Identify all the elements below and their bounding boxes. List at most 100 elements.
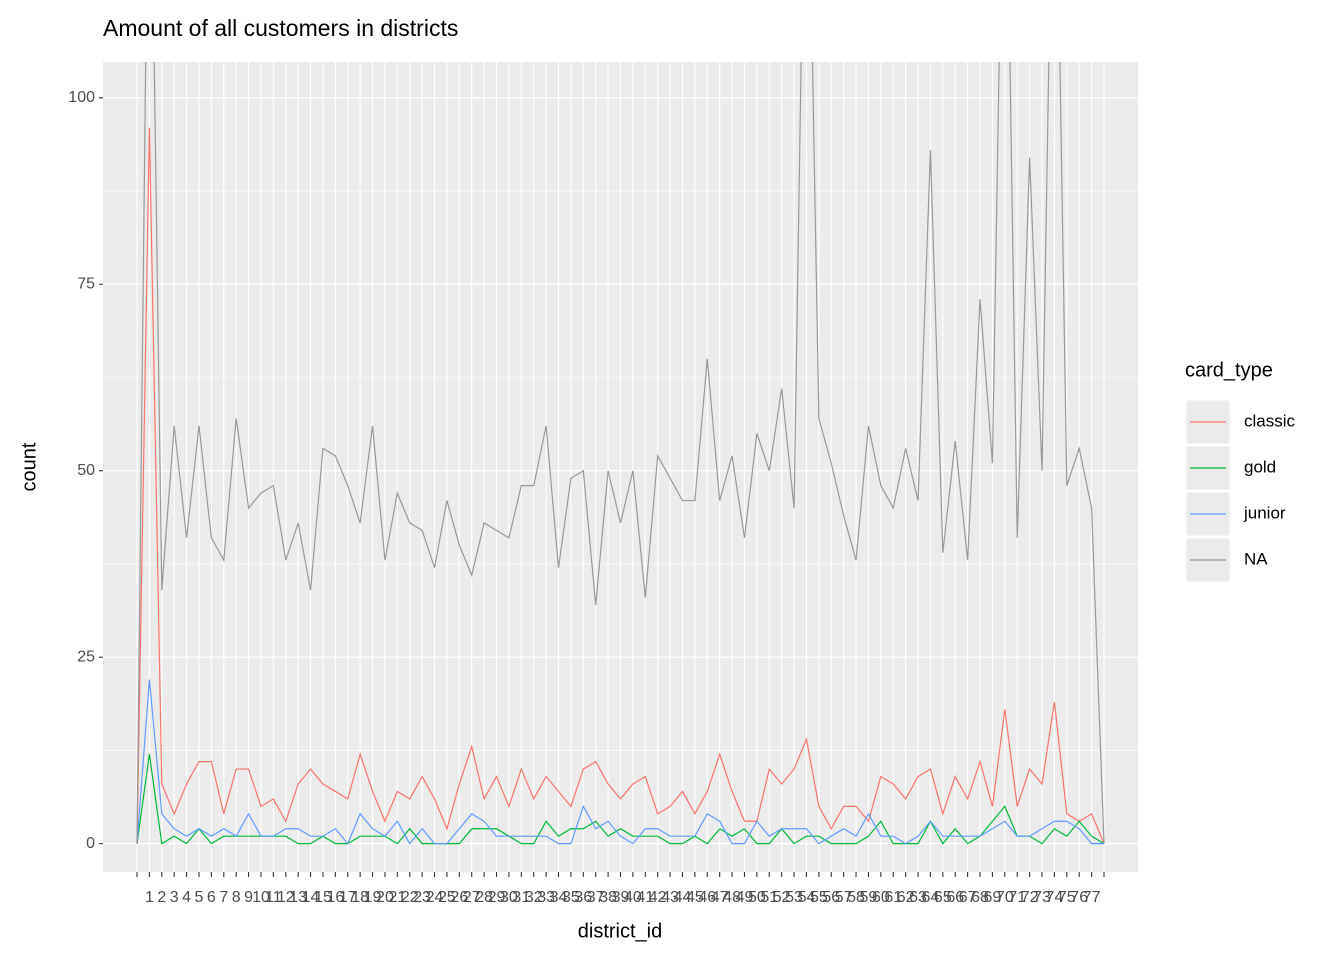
x-tick-label: 1 <box>145 889 154 906</box>
x-tick-label: 24 <box>426 889 444 906</box>
x-tick-label: 56 <box>822 889 840 906</box>
x-tick-label: 50 <box>748 889 766 906</box>
series-line <box>136 127 1105 844</box>
x-tick-label: 5 <box>195 889 204 906</box>
x-tick-label: 28 <box>475 889 493 906</box>
x-axis-label: district_id <box>578 920 662 942</box>
x-tick-label: 18 <box>351 889 369 906</box>
x-tick-label: 60 <box>872 889 890 906</box>
x-tick-label: 38 <box>599 889 617 906</box>
x-tick-label: 37 <box>587 889 605 906</box>
x-tick-label: 21 <box>388 889 406 906</box>
x-tick-label: 46 <box>698 889 716 906</box>
x-tick-label: 66 <box>946 889 964 906</box>
x-tick-label: 9 <box>244 889 253 906</box>
x-tick-label: 3 <box>170 889 179 906</box>
y-tick-label: 100 <box>68 89 95 106</box>
x-tick-label: 70 <box>996 889 1014 906</box>
x-tick-label: 61 <box>884 889 902 906</box>
series-line <box>136 754 1105 845</box>
y-tick-label: 0 <box>86 835 95 852</box>
x-tick-label: 69 <box>984 889 1002 906</box>
x-tick-label: 34 <box>550 889 568 906</box>
y-tick-label: 75 <box>77 275 95 292</box>
x-tick-label: 25 <box>438 889 456 906</box>
x-tick-label: 73 <box>1033 889 1051 906</box>
legend-title: card_type <box>1185 359 1273 381</box>
x-tick-label: 55 <box>810 889 828 906</box>
x-tick-label: 72 <box>1021 889 1039 906</box>
x-tick-label: 47 <box>711 889 729 906</box>
chart-title: Amount of all customers in districts <box>103 15 458 41</box>
x-tick-label: 58 <box>847 889 865 906</box>
series-line <box>136 62 1105 844</box>
x-tick-label: 36 <box>574 889 592 906</box>
x-tick-label: 7 <box>219 889 228 906</box>
x-tick-label: 51 <box>760 889 778 906</box>
x-tick-label: 13 <box>289 889 307 906</box>
x-tick-label: 49 <box>736 889 754 906</box>
x-tick-label: 71 <box>1008 889 1026 906</box>
x-tick-label: 76 <box>1070 889 1088 906</box>
x-tick-label: 14 <box>302 889 320 906</box>
x-tick-label: 53 <box>785 889 803 906</box>
x-tick-label: 20 <box>376 889 394 906</box>
x-tick-label: 42 <box>649 889 667 906</box>
x-tick-label: 15 <box>314 889 332 906</box>
legend-label: gold <box>1244 457 1276 476</box>
x-tick-label: 57 <box>835 889 853 906</box>
x-tick-label: 62 <box>897 889 915 906</box>
x-tick-label: 8 <box>232 889 241 906</box>
x-tick-label: 4 <box>182 889 191 906</box>
x-tick-label: 64 <box>922 889 940 906</box>
x-tick-label: 6 <box>207 889 216 906</box>
series-line <box>136 679 1104 845</box>
x-tick-label: 12 <box>277 889 295 906</box>
x-tick-label: 68 <box>971 889 989 906</box>
x-tick-label: 11 <box>265 889 282 906</box>
x-tick-label: 39 <box>612 889 630 906</box>
x-tick-label: 40 <box>624 889 642 906</box>
x-tick-label: 67 <box>959 889 977 906</box>
x-tick-label: 26 <box>450 889 468 906</box>
x-tick-label: 54 <box>798 889 816 906</box>
x-tick-label: 45 <box>686 889 704 906</box>
x-tick-label: 22 <box>401 889 419 906</box>
x-tick-label: 43 <box>661 889 679 906</box>
x-tick-label: 59 <box>860 889 878 906</box>
x-tick-label: 17 <box>339 889 357 906</box>
x-tick-label: 65 <box>934 889 952 906</box>
lines <box>136 62 1105 845</box>
x-tick-label: 44 <box>674 889 692 906</box>
grid <box>103 62 1138 872</box>
x-tick-label: 31 <box>512 889 530 906</box>
x-tick-label: 10 <box>252 889 270 906</box>
x-tick-label: 75 <box>1058 889 1076 906</box>
x-tick-label: 63 <box>909 889 927 906</box>
x-tick-label: 35 <box>562 889 580 906</box>
x-tick-label: 48 <box>723 889 741 906</box>
x-tick-label: 29 <box>488 889 506 906</box>
x-tick-label: 2 <box>157 889 166 906</box>
legend-label: NA <box>1244 549 1268 568</box>
x-tick-label: 52 <box>773 889 791 906</box>
legend-label: classic <box>1244 411 1296 430</box>
legend-label: junior <box>1243 503 1286 522</box>
y-tick-label: 50 <box>77 462 95 479</box>
x-tick-label: 27 <box>463 889 481 906</box>
x-tick-label: 74 <box>1046 889 1064 906</box>
x-tick-label: 19 <box>364 889 382 906</box>
y-tick-label: 25 <box>77 648 95 665</box>
x-tick-label: 30 <box>500 889 518 906</box>
x-tick-label: 23 <box>413 889 431 906</box>
x-tick-label: 41 <box>636 889 654 906</box>
y-axis-label: count <box>18 442 40 491</box>
x-tick-label: 77 <box>1083 889 1101 906</box>
x-tick-label: 16 <box>326 889 344 906</box>
x-tick-label: 33 <box>537 889 555 906</box>
x-tick-label: 32 <box>525 889 543 906</box>
